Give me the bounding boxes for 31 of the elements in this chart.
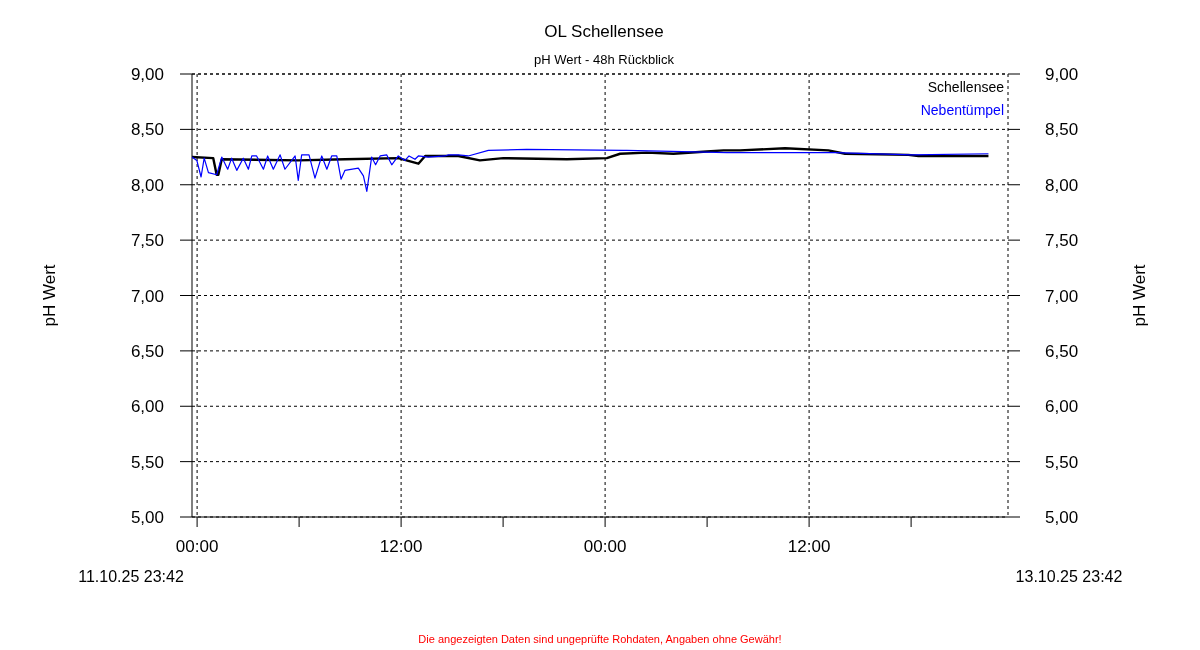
x-tick-label: 00:00 (583, 537, 627, 556)
y-tick-label: 6,00 (130, 397, 164, 417)
y-tick-label: 6,50 (130, 341, 164, 361)
y-tick-label: 7,00 (130, 286, 164, 306)
y-tick-label: 5,00 (130, 508, 164, 527)
text: Nebentümpel (920, 102, 1004, 118)
y2-tick-label: 7,00 (1045, 286, 1079, 306)
text: 13.10.25 23:42 (1015, 568, 1123, 585)
y-tick-label: 7,50 (130, 231, 164, 251)
text: 11.10.25 23:42 (78, 568, 184, 585)
y-tick-label: 8,00 (130, 175, 164, 195)
y2-axis-title: pH Wert (1130, 264, 1149, 327)
y2-tick-label: 5,00 (1045, 508, 1079, 527)
y2-tick-label: 9,00 (1045, 65, 1079, 84)
x-tick-label: 12:00 (379, 537, 423, 556)
y2-tick-label: 7,50 (1045, 231, 1079, 251)
chart-title: OL Schellensee (544, 22, 664, 41)
y2-tick-label: 8,00 (1045, 175, 1079, 195)
y2-tick-label: 6,50 (1045, 341, 1079, 361)
y-tick-label: 5,50 (130, 452, 164, 472)
x-tick-label: 12:00 (787, 537, 831, 556)
y-tick-label: 8,50 (130, 120, 164, 140)
chart-subtitle: pH Wert - 48h Rückblick (534, 52, 675, 67)
y2-tick-label: 6,00 (1045, 397, 1079, 417)
y-axis-title: pH Wert (40, 264, 59, 327)
y2-tick-label: 8,50 (1045, 120, 1079, 140)
y-tick-label: 9,00 (130, 65, 164, 84)
text: Schellensee (927, 79, 1005, 95)
y2-tick-label: 5,50 (1045, 452, 1079, 472)
x-tick-label: 00:00 (175, 537, 219, 556)
text: Die angezeigten Daten sind ungeprüfte Rohdaten, Angaben ohne Gewähr! (418, 633, 782, 645)
